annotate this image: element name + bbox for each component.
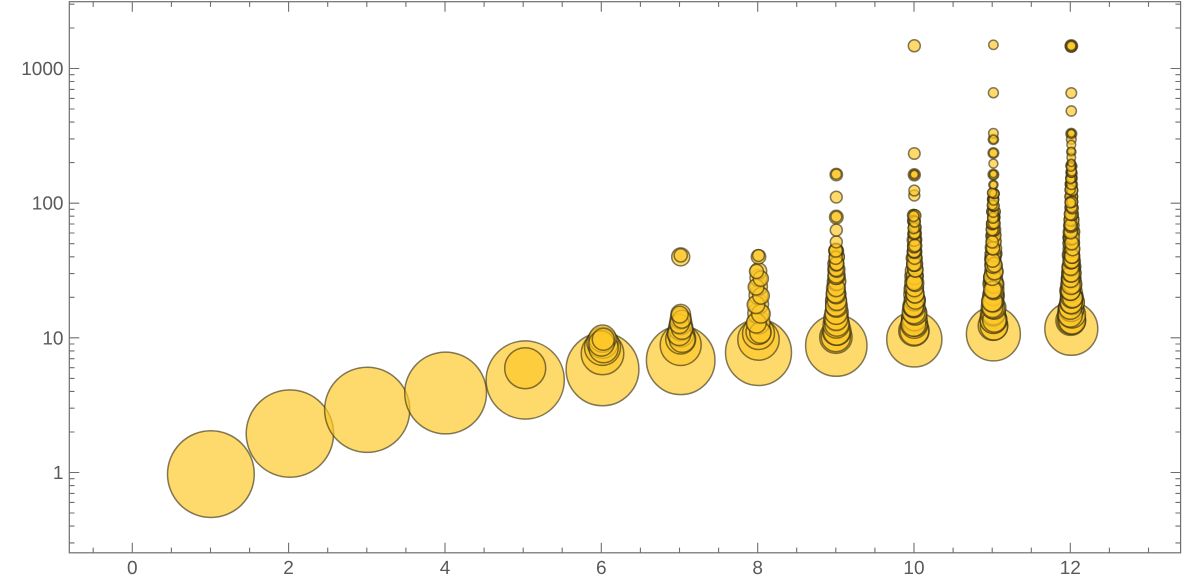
svg-text:0: 0 [127, 558, 138, 579]
svg-text:6: 6 [596, 558, 607, 579]
svg-text:12: 12 [1060, 558, 1081, 579]
svg-text:10: 10 [903, 558, 924, 579]
svg-text:10: 10 [42, 328, 63, 349]
svg-text:1000: 1000 [21, 59, 63, 80]
svg-text:100: 100 [32, 194, 64, 215]
svg-text:4: 4 [440, 558, 451, 579]
svg-text:2: 2 [283, 558, 294, 579]
svg-text:8: 8 [752, 558, 763, 579]
svg-text:1: 1 [53, 463, 64, 484]
